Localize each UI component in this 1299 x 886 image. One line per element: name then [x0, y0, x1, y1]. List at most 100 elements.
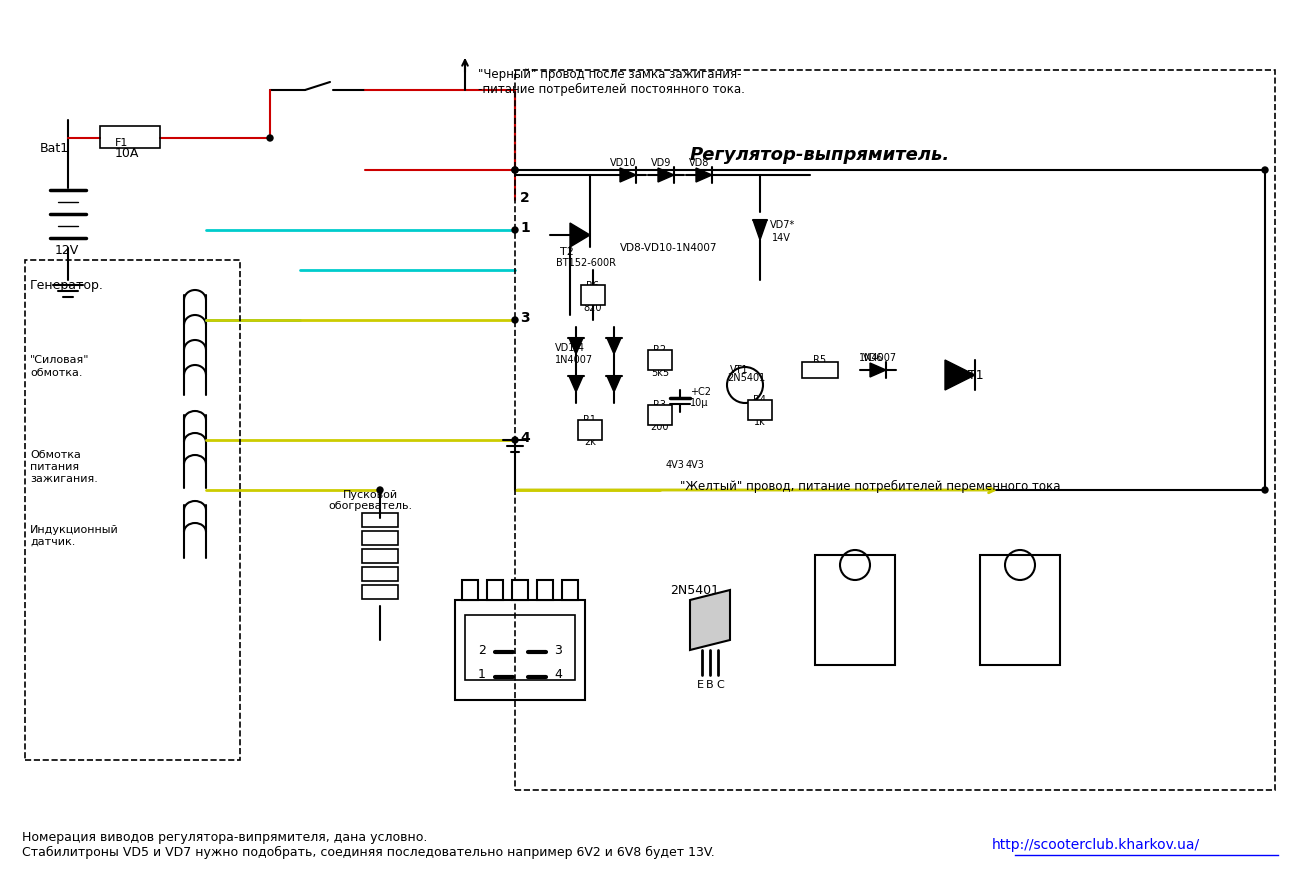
Polygon shape — [570, 223, 590, 247]
Text: T1: T1 — [968, 369, 983, 382]
Text: A: A — [1016, 657, 1024, 667]
Text: 3: 3 — [555, 643, 562, 657]
Text: R3: R3 — [653, 400, 666, 410]
Text: 200: 200 — [651, 422, 669, 432]
Polygon shape — [620, 168, 637, 182]
Bar — [362, 567, 397, 581]
Bar — [487, 580, 503, 600]
Text: зажигания.: зажигания. — [30, 474, 97, 484]
Text: "Черный" провод после замка зажигания-
-питание потребителей постоянного тока.: "Черный" провод после замка зажигания- -… — [478, 68, 744, 96]
Text: 1: 1 — [478, 669, 486, 681]
Bar — [748, 400, 772, 420]
Text: 1k: 1k — [814, 368, 826, 378]
Text: 4V3: 4V3 — [665, 460, 685, 470]
Polygon shape — [569, 376, 583, 392]
Circle shape — [268, 135, 273, 141]
Bar — [648, 350, 672, 370]
Bar — [455, 600, 585, 700]
Text: 2k: 2k — [585, 437, 596, 447]
Text: 10A: 10A — [116, 146, 139, 159]
Bar — [648, 405, 672, 425]
Text: 2N5401: 2N5401 — [670, 584, 720, 596]
Polygon shape — [870, 363, 886, 377]
Circle shape — [512, 167, 518, 173]
Text: 600R: 600R — [1002, 628, 1038, 642]
Text: 3: 3 — [520, 311, 530, 325]
Text: 4V3: 4V3 — [686, 460, 704, 470]
Text: BТ151: BТ151 — [830, 613, 879, 627]
Text: питания: питания — [30, 462, 79, 472]
Bar — [25, 260, 240, 760]
Text: E: E — [696, 680, 704, 690]
Bar — [462, 580, 478, 600]
Bar — [578, 420, 601, 440]
Text: G: G — [1034, 657, 1042, 667]
Text: Генератор.: Генератор. — [30, 278, 104, 291]
Bar — [512, 580, 527, 600]
Text: VD9: VD9 — [651, 158, 672, 168]
Text: обогреватель.: обогреватель. — [327, 501, 412, 511]
Text: 1k: 1k — [755, 417, 766, 427]
Text: VD1-4: VD1-4 — [555, 343, 585, 353]
Text: +C2: +C2 — [690, 387, 711, 397]
Bar — [801, 362, 838, 378]
Text: 1N4007: 1N4007 — [859, 353, 898, 363]
Polygon shape — [659, 168, 674, 182]
Text: VD8-VD10-1N4007: VD8-VD10-1N4007 — [620, 243, 717, 253]
Polygon shape — [696, 168, 712, 182]
Bar — [100, 126, 160, 148]
Text: R5: R5 — [813, 355, 826, 365]
Text: BT152-600R: BT152-600R — [556, 258, 616, 268]
Polygon shape — [753, 220, 766, 240]
Text: Обмотка: Обмотка — [30, 450, 81, 460]
Circle shape — [512, 227, 518, 233]
Bar — [562, 580, 578, 600]
Text: 1N4007: 1N4007 — [555, 355, 594, 365]
Circle shape — [1263, 167, 1268, 173]
Text: F1: F1 — [116, 138, 129, 148]
Text: 4: 4 — [555, 669, 562, 681]
Text: VD10: VD10 — [609, 158, 637, 168]
Text: 650R: 650R — [837, 628, 873, 642]
Text: R1: R1 — [583, 415, 596, 425]
Bar — [362, 549, 397, 563]
Text: A: A — [851, 657, 859, 667]
Polygon shape — [690, 590, 730, 650]
Text: C: C — [716, 680, 724, 690]
Polygon shape — [607, 376, 621, 392]
Text: 10µ: 10µ — [690, 398, 708, 408]
Bar — [514, 70, 1276, 790]
Text: Номерация виводов регулятора-випрямителя, дана условно.: Номерация виводов регулятора-випрямителя… — [22, 831, 427, 844]
Circle shape — [377, 487, 383, 493]
Text: 4: 4 — [520, 431, 530, 445]
Bar — [465, 615, 575, 680]
Text: VD8: VD8 — [688, 158, 709, 168]
Bar — [814, 555, 895, 665]
Polygon shape — [569, 338, 583, 354]
Bar — [979, 555, 1060, 665]
Text: 1: 1 — [520, 221, 530, 235]
Text: VT1: VT1 — [730, 365, 748, 375]
Text: обмотка.: обмотка. — [30, 368, 83, 378]
Text: B: B — [707, 680, 714, 690]
Circle shape — [512, 437, 518, 443]
Polygon shape — [607, 338, 621, 354]
Text: 5k5: 5k5 — [651, 368, 669, 378]
Text: T2: T2 — [560, 247, 574, 257]
Text: K: K — [834, 657, 840, 667]
Text: 14V: 14V — [772, 233, 791, 243]
Bar — [581, 285, 605, 305]
Text: датчик.: датчик. — [30, 537, 75, 547]
Polygon shape — [944, 360, 976, 390]
Text: Стабилитроны VD5 и VD7 нужно подобрать, соединяя последовательно например 6V2 и : Стабилитроны VD5 и VD7 нужно подобрать, … — [22, 845, 714, 859]
Text: K: K — [999, 657, 1005, 667]
Text: "Желтый" провод, питание потребителей переменного тока.: "Желтый" провод, питание потребителей пе… — [679, 479, 1064, 493]
Text: R6: R6 — [587, 281, 600, 291]
Bar — [362, 531, 397, 545]
Text: http://scooterclub.kharkov.ua/: http://scooterclub.kharkov.ua/ — [992, 838, 1200, 852]
Bar — [362, 513, 397, 527]
Text: 12V: 12V — [55, 244, 79, 257]
Circle shape — [512, 167, 518, 173]
Text: G: G — [869, 657, 877, 667]
Text: "Силовая": "Силовая" — [30, 355, 90, 365]
